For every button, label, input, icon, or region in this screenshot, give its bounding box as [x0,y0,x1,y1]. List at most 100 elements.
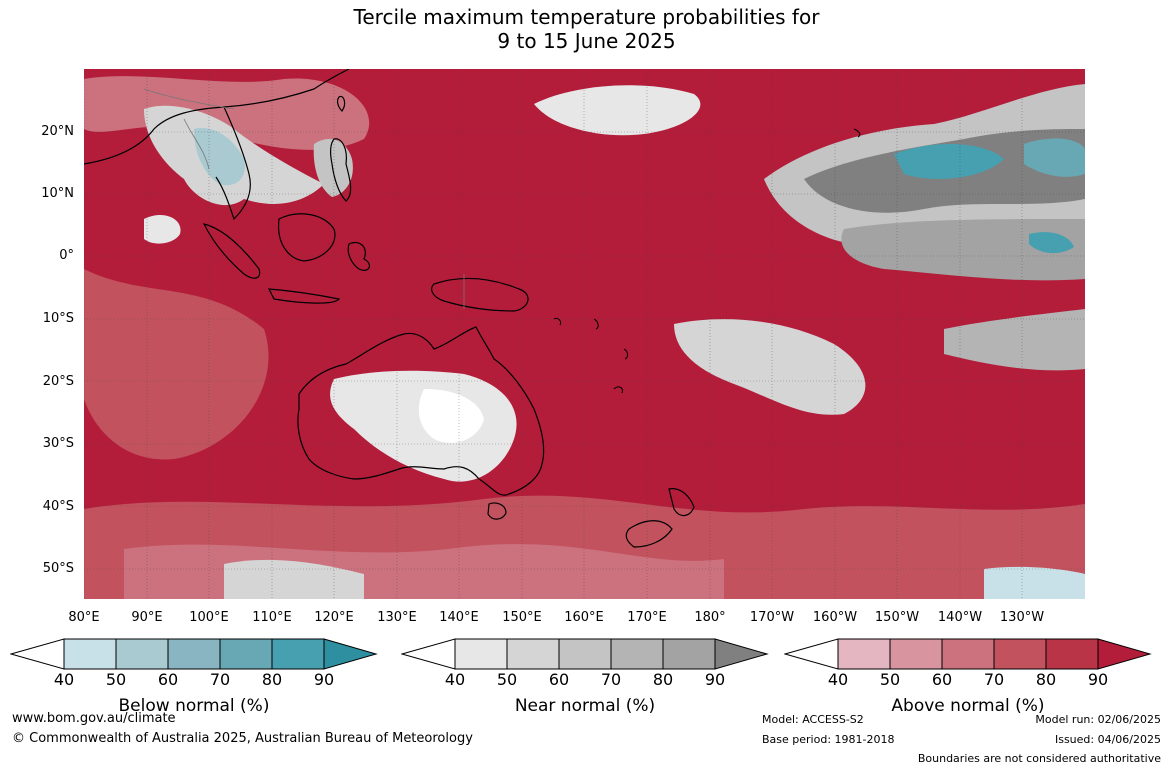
lon-label-150e: 150°E [502,610,542,625]
colorbar-tick: 70 [600,670,622,689]
colorbar-tick: 50 [496,670,518,689]
colorbar-near-title: Near normal (%) [514,696,656,716]
probability-map [84,69,1085,599]
base-period-text: Base period: 1981-2018 [762,733,895,746]
lat-label-10n: 10°N [41,186,74,201]
lon-label-140w: 140°W [937,610,983,625]
colorbar-tick: 60 [157,670,179,689]
colorbar-segment [837,638,891,670]
colorbar-segment [454,638,508,670]
colorbar-below-title: Below normal (%) [118,696,270,716]
lon-label-80e: 80°E [68,610,100,625]
colorbar-segment [323,638,378,670]
below-normal-region-east-equator [1029,232,1074,254]
lon-label-100e: 100°E [189,610,229,625]
model-text: Model: ACCESS-S2 [762,713,864,726]
colorbar-near-normal [401,638,769,670]
colorbar-tick: 70 [209,670,231,689]
lon-label-160e: 160°E [564,610,604,625]
colorbar-segment [1045,638,1099,670]
coastline-sulawesi [347,241,371,271]
below-normal-region-southern [984,566,1085,599]
lon-label-170w: 170°W [749,610,795,625]
colorbar-segment [10,638,65,670]
lon-label-120e: 120°E [314,610,354,625]
map-title: Tercile maximum temperature probabilitie… [0,5,1173,53]
lon-label-140e: 140°E [439,610,479,625]
copyright-text: © Commonwealth of Australia 2025, Austra… [12,731,473,746]
below-normal-region-seasia [194,128,245,186]
colorbar-segment [1097,638,1152,670]
coastline-new-zealand [625,488,695,548]
lon-label-150w: 150°W [874,610,920,625]
colorbar-segment [63,638,117,670]
border-lines [143,88,465,309]
lon-label-170e: 170°E [627,610,667,625]
colorbar-tick: 60 [548,670,570,689]
website-link[interactable]: www.bom.gov.au/climate [12,711,176,726]
lat-label-50s: 50°S [42,561,74,576]
colorbar-tick: 50 [879,670,901,689]
below-normal-region-east-north-2 [1024,138,1085,177]
lon-label-160w: 160°W [812,610,858,625]
lon-label-130e: 130°E [377,610,417,625]
colorbar-segment [115,638,169,670]
coastline-sumatra [202,223,261,279]
model-run-text: Model run: 02/06/2025 [1035,713,1161,726]
lat-label-20s: 20°S [42,374,74,389]
colorbar-segment [610,638,664,670]
colorbar-segment [167,638,221,670]
colorbar-tick: 80 [652,670,674,689]
coastline-java [267,288,341,304]
coastline-pacific-islands [553,128,861,394]
lat-label-20n: 20°N [41,124,74,139]
coastline-tasmania [487,502,507,520]
coastline-borneo [277,213,336,262]
colorbar-tick: 90 [1087,670,1109,689]
disclaimer-text: Boundaries are not considered authoritat… [917,752,1161,765]
lon-label-180: 180° [694,610,726,625]
lon-label-110e: 110°E [252,610,292,625]
issued-text: Issued: 04/06/2025 [1054,733,1161,746]
near-normal-region-borneo [144,214,181,244]
colorbar-segment [401,638,456,670]
near-normal-region-philippines [313,139,353,197]
colorbar-segment [558,638,612,670]
lat-label-30s: 30°S [42,436,74,451]
below-normal-region-east-north [894,143,1004,179]
near-normal-region-npacific [534,85,701,136]
colorbar-segment [219,638,273,670]
above-70-region-indian [84,269,269,460]
colorbar-segment [662,638,716,670]
graticule [84,69,1085,599]
near-normal-region-southern [224,559,364,599]
colorbar-tick: 60 [931,670,953,689]
colorbar-segment [714,638,769,670]
colorbar-tick: 80 [1035,670,1057,689]
title-line-2: 9 to 15 June 2025 [497,29,676,53]
coastline-philippines [330,138,352,202]
coastline-new-guinea [431,277,529,312]
colorbar-segment [784,638,839,670]
colorbar-tick: 90 [313,670,335,689]
colorbar-tick: 70 [983,670,1005,689]
map-canvas [84,69,1085,599]
near-normal-region-east-equator [841,219,1085,281]
lat-label-0: 0° [59,248,74,263]
colorbar-segment [993,638,1047,670]
colorbar-tick: 40 [827,670,849,689]
colorbar-segment [889,638,943,670]
coastline-taiwan-japan [336,95,346,112]
near-normal-region-australia-core [418,389,484,443]
lon-label-130w: 130°W [999,610,1045,625]
colorbar-segment [271,638,325,670]
colorbar-tick: 40 [53,670,75,689]
near-normal-region-spacific [674,319,866,415]
near-normal-region-se-pacific [944,309,1085,371]
title-line-1: Tercile maximum temperature probabilitie… [353,5,820,29]
lat-label-40s: 40°S [42,499,74,514]
coastline-australia [297,326,545,496]
colorbar-segment [941,638,995,670]
lon-label-90e: 90°E [131,610,163,625]
colorbar-tick: 40 [444,670,466,689]
